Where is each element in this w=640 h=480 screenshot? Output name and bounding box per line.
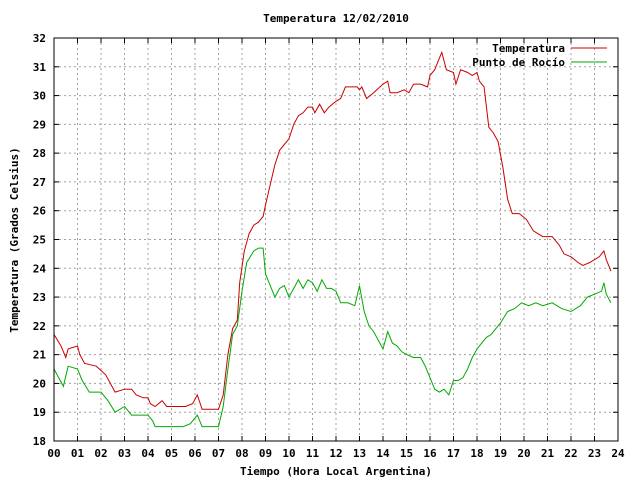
x-tick-label: 22 [564,447,577,460]
x-axis-label: Tiempo (Hora Local Argentina) [240,465,432,478]
y-tick-label: 20 [33,377,46,390]
x-tick-label: 02 [94,447,107,460]
x-tick-label: 16 [423,447,437,460]
x-tick-label: 05 [165,447,178,460]
x-tick-label: 04 [141,447,155,460]
y-tick-label: 27 [33,176,46,189]
legend-label-0: Temperatura [492,42,565,55]
grid [54,38,618,441]
y-tick-label: 18 [33,435,46,448]
y-tick-label: 25 [33,234,46,247]
x-tick-label: 23 [588,447,601,460]
x-tick-label: 18 [470,447,483,460]
axis-ticks: 00 01 02 03 04 05 06 07 08 09 10 11 12 13 14 15 16 17 18 19… [33,32,625,460]
x-tick-label: 06 [188,447,202,460]
x-tick-label: 03 [118,447,131,460]
y-tick-label: 22 [33,320,46,333]
x-tick-label: 13 [353,447,366,460]
y-tick-label: 26 [33,205,47,218]
x-tick-label: 00 [47,447,60,460]
y-tick-label: 23 [33,291,46,304]
x-tick-label: 01 [71,447,85,460]
chart-title: Temperatura 12/02/2010 [263,12,409,25]
series-line-1 [53,247,612,428]
y-tick-label: 32 [33,32,46,45]
x-tick-label: 10 [282,447,295,460]
x-tick-label: 07 [212,447,225,460]
plot-frame [53,37,619,442]
x-tick-label: 12 [329,447,342,460]
x-tick-label: 14 [376,447,390,460]
series-layer [53,50,612,428]
y-tick-label: 30 [33,90,46,103]
y-tick-label: 28 [33,147,46,160]
y-tick-label: 19 [33,406,46,419]
x-tick-label: 20 [517,447,530,460]
series-line-0 [53,50,612,410]
y-tick-label: 24 [33,262,47,275]
x-tick-label: 15 [400,447,413,460]
x-tick-label: 19 [494,447,507,460]
x-tick-label: 24 [611,447,625,460]
x-tick-label: 21 [541,447,555,460]
x-tick-label: 09 [259,447,272,460]
y-tick-label: 31 [33,61,47,74]
y-axis-label: Temperatura (Grados Celsius) [8,147,21,332]
x-tick-label: 17 [447,447,460,460]
x-tick-label: 11 [306,447,320,460]
x-tick-label: 08 [235,447,248,460]
y-tick-label: 29 [33,118,46,131]
legend-label-1: Punto de Rocío [472,56,565,69]
y-tick-label: 21 [33,349,47,362]
